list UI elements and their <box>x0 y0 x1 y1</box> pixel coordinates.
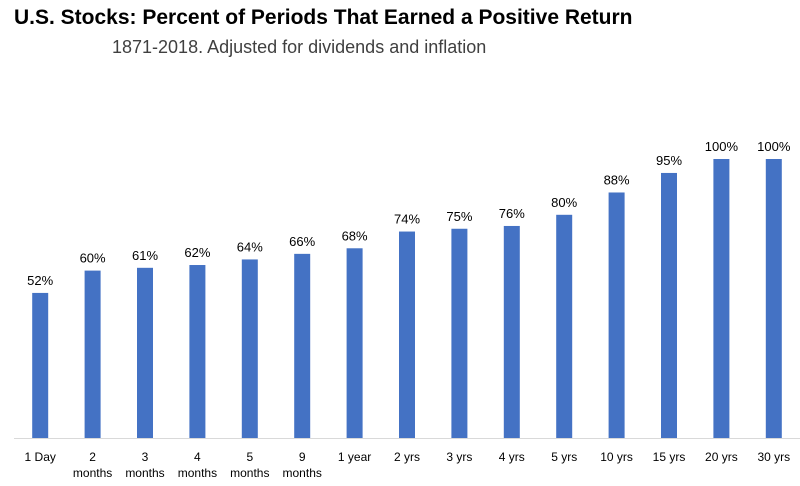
value-label-5: 66% <box>289 234 315 249</box>
value-label-10: 80% <box>551 195 577 210</box>
category-label-line: 4 <box>194 450 201 464</box>
value-label-13: 100% <box>705 139 739 154</box>
bar-8 <box>451 228 468 438</box>
category-label-line: 5 <box>246 450 253 464</box>
category-label-1: 2 months <box>73 450 112 480</box>
bar-6 <box>346 248 363 438</box>
bar-0 <box>32 292 49 438</box>
bar-14 <box>765 159 782 438</box>
category-label-line: 1 Day <box>25 450 56 464</box>
category-label-line: months <box>73 466 112 480</box>
bar-4 <box>241 259 258 438</box>
category-label-6: 1 year <box>338 450 371 464</box>
category-label-11: 10 yrs <box>600 450 633 464</box>
category-label-5: 9 months <box>283 450 322 480</box>
value-label-0: 52% <box>27 273 53 288</box>
bar-10 <box>556 214 573 438</box>
category-label-line: 3 yrs <box>446 450 472 464</box>
value-label-8: 75% <box>446 209 472 224</box>
category-label-line: months <box>125 466 164 480</box>
category-label-8: 3 yrs <box>446 450 472 464</box>
category-label-4: 5 months <box>230 450 269 480</box>
category-label-13: 20 yrs <box>705 450 738 464</box>
bar-5 <box>294 253 311 438</box>
value-label-2: 61% <box>132 248 158 263</box>
category-label-line: months <box>178 466 217 480</box>
category-label-line: 3 <box>142 450 149 464</box>
category-label-line: months <box>230 466 269 480</box>
value-label-12: 95% <box>656 153 682 168</box>
value-label-6: 68% <box>342 228 368 243</box>
category-label-0: 1 Day <box>25 450 56 464</box>
bar-2 <box>137 267 153 438</box>
bars-group <box>32 159 782 438</box>
category-label-line: 2 yrs <box>394 450 420 464</box>
category-label-line: 10 yrs <box>600 450 633 464</box>
category-label-line: 1 year <box>338 450 371 464</box>
bar-1 <box>84 270 101 438</box>
category-label-line: 15 yrs <box>653 450 686 464</box>
value-label-4: 64% <box>237 239 263 254</box>
value-label-11: 88% <box>604 172 630 187</box>
category-label-9: 4 yrs <box>499 450 525 464</box>
category-label-line: 20 yrs <box>705 450 738 464</box>
category-label-12: 15 yrs <box>653 450 686 464</box>
category-label-7: 2 yrs <box>394 450 420 464</box>
value-label-3: 62% <box>184 245 210 260</box>
value-labels-group: 52% 60% 61% 62% 64% 66% 68% 74% 75% 76% 80% 88% 95% 1… <box>27 139 791 288</box>
value-label-7: 74% <box>394 212 420 227</box>
value-label-9: 76% <box>499 206 525 221</box>
bar-3 <box>189 265 206 438</box>
bar-11 <box>608 192 625 438</box>
category-label-10: 5 yrs <box>551 450 577 464</box>
category-label-line: 4 yrs <box>499 450 525 464</box>
value-label-14: 100% <box>757 139 791 154</box>
category-label-line: 9 <box>299 450 306 464</box>
value-label-1: 60% <box>80 251 106 266</box>
chart-subtitle: 1871-2018. Adjusted for dividends and in… <box>112 37 487 57</box>
chart-title: U.S. Stocks: Percent of Periods That Ear… <box>14 6 633 29</box>
bar-9 <box>503 225 520 438</box>
category-labels-group: 1 Day 2 months 3 months 4 months 5 months 9 months… <box>25 450 791 480</box>
bar-12 <box>661 172 677 438</box>
bar-13 <box>713 159 730 438</box>
category-label-3: 4 months <box>178 450 217 480</box>
category-label-14: 30 yrs <box>757 450 790 464</box>
bar-7 <box>399 231 415 438</box>
category-label-line: 5 yrs <box>551 450 577 464</box>
category-label-line: 2 <box>89 450 96 464</box>
category-label-line: 30 yrs <box>757 450 790 464</box>
category-label-2: 3 months <box>125 450 164 480</box>
category-label-line: months <box>283 466 322 480</box>
